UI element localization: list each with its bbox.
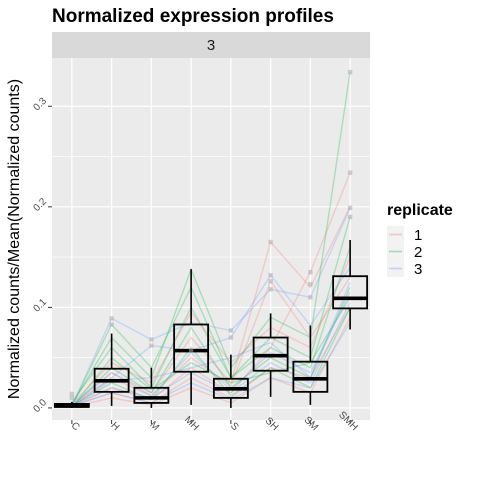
- y-tick-label: 0.2: [31, 196, 49, 214]
- chart-title: Normalized expression profiles: [52, 6, 334, 27]
- outlier-point: [229, 328, 233, 332]
- legend-item-2: 2: [387, 243, 422, 261]
- outlier-point: [149, 343, 153, 347]
- plot-panel: [52, 58, 370, 420]
- outlier-point: [109, 316, 113, 320]
- x-tick-label: H: [108, 420, 121, 433]
- outlier-point: [308, 270, 312, 274]
- y-tick-label: 0.3: [31, 95, 49, 113]
- legend-title: replicate: [387, 202, 453, 219]
- legend-label: 1: [414, 227, 422, 244]
- y-tick-label: 0.0: [31, 397, 49, 415]
- y-tick-label: 0.1: [31, 297, 49, 315]
- outlier-point: [308, 295, 312, 299]
- outlier-point: [308, 282, 312, 286]
- outlier-point: [268, 287, 272, 291]
- outlier-point: [268, 240, 272, 244]
- x-tick-label: S: [228, 421, 241, 434]
- x-tick-label: C: [69, 420, 82, 433]
- outlier-point: [109, 322, 113, 326]
- legend-item-1: 1: [387, 226, 422, 244]
- outlier-point: [70, 392, 74, 396]
- legend-item-3: 3: [387, 260, 422, 278]
- outlier-point: [268, 279, 272, 283]
- outlier-point: [348, 70, 352, 74]
- outlier-point: [149, 337, 153, 341]
- outlier-point: [70, 396, 74, 400]
- outlier-point: [348, 206, 352, 210]
- x-tick-label: M: [147, 419, 161, 433]
- outlier-point: [229, 335, 233, 339]
- outlier-point: [189, 348, 193, 352]
- y-axis: 0.0 0.1 0.2 0.3: [31, 95, 52, 415]
- outlier-point: [268, 273, 272, 277]
- legend-label: 2: [414, 244, 422, 261]
- outlier-point: [348, 215, 352, 219]
- y-axis-label: Normalized counts/Mean(Normalized counts…: [6, 79, 23, 399]
- legend-label: 3: [414, 261, 422, 278]
- outlier-point: [348, 170, 352, 174]
- facet-strip-label: 3: [207, 37, 215, 54]
- legend: replicate 123: [387, 202, 453, 278]
